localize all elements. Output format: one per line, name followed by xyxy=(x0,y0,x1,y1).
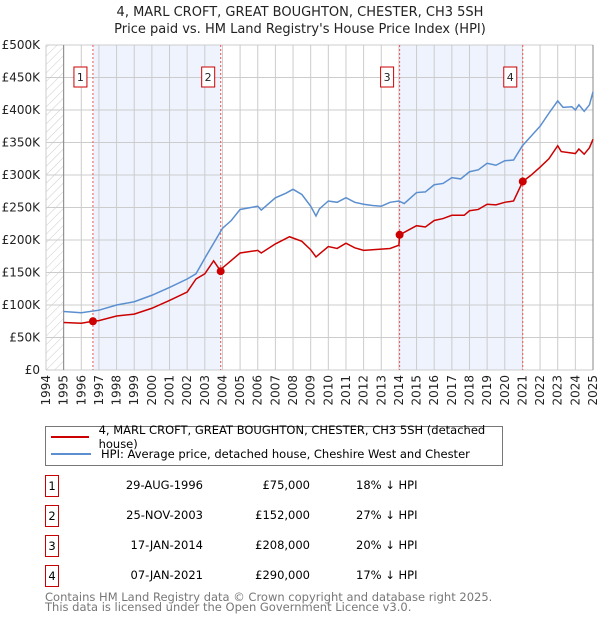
sale-price: £290,000 xyxy=(255,568,310,582)
y-tick-label: £500K xyxy=(2,38,42,52)
price-paid-line xyxy=(63,138,594,324)
x-tick-label: 2003 xyxy=(198,375,212,406)
x-tick-label: 2008 xyxy=(286,375,300,406)
y-tick-label: £200K xyxy=(2,233,42,247)
sale-label-box xyxy=(380,66,395,88)
footer-copyright: Contains HM Land Registry data © Crown c… xyxy=(45,590,493,604)
y-tick-label: £0 xyxy=(25,363,40,377)
chart-title: 4, MARL CROFT, GREAT BOUGHTON, CHESTER, … xyxy=(116,5,484,20)
sale-label: 3 xyxy=(384,71,391,84)
sale-hpi-diff: 17% ↓ HPI xyxy=(356,568,418,582)
x-tick-label: 2000 xyxy=(145,375,159,406)
x-tick-label: 2018 xyxy=(462,375,476,406)
x-tick-label: 1997 xyxy=(92,375,106,406)
x-tick-label: 2005 xyxy=(233,375,247,406)
x-tick-label: 2015 xyxy=(410,375,424,406)
sale-point xyxy=(518,177,527,186)
x-tick-label: 2004 xyxy=(215,375,229,406)
x-tick-label: 2011 xyxy=(339,375,353,406)
x-tick-label: 2021 xyxy=(515,375,529,406)
legend-label: 4, MARL CROFT, GREAT BOUGHTON, CHESTER, … xyxy=(98,423,486,451)
legend-label: HPI: Average price, detached house, Ches… xyxy=(101,447,470,461)
hpi-line xyxy=(63,91,594,314)
sale-hpi-diff: 18% ↓ HPI xyxy=(356,478,418,492)
sale-price: £75,000 xyxy=(262,478,310,492)
sale-hpi-diff: 20% ↓ HPI xyxy=(356,538,418,552)
sale-number: 3 xyxy=(45,535,59,557)
chart-subtitle: Price paid vs. HM Land Registry's House … xyxy=(114,22,486,37)
y-tick-label: £300K xyxy=(2,168,42,182)
sale-label-box xyxy=(503,66,518,88)
sale-price: £208,000 xyxy=(255,538,310,552)
chart: 1994 1995 1996 1997 1998 1999 2000 2001 2002 2003… xyxy=(2,38,600,406)
x-tick-label: 2014 xyxy=(392,375,406,406)
legend-swatch xyxy=(51,436,89,438)
x-tick-label: 1999 xyxy=(127,375,141,406)
sale-number: 4 xyxy=(45,565,59,587)
sale-point xyxy=(395,230,404,239)
y-tick-label: £350K xyxy=(2,136,42,150)
sale-point xyxy=(88,317,97,326)
x-tick-label: 2022 xyxy=(533,375,547,406)
x-tick-label: 2013 xyxy=(374,375,388,406)
sale-date: 25-NOV-2003 xyxy=(126,508,203,522)
x-tick-label: 1995 xyxy=(57,375,71,406)
x-tick-label: 1996 xyxy=(74,375,88,406)
x-tick-label: 2012 xyxy=(357,375,371,406)
sale-label-box xyxy=(201,66,216,88)
x-tick-label: 2010 xyxy=(321,375,335,406)
legend-item-property: 4, MARL CROFT, GREAT BOUGHTON, CHESTER, … xyxy=(51,423,502,451)
footer-licence: This data is licensed under the Open Gov… xyxy=(45,600,412,614)
sale-date: 29-AUG-1996 xyxy=(125,478,203,492)
x-tick-label: 2007 xyxy=(268,375,282,406)
x-tick-label: 1998 xyxy=(110,375,124,406)
x-tick-label: 2019 xyxy=(480,375,494,406)
y-tick-label: £250K xyxy=(2,201,42,215)
y-tick-label: £450K xyxy=(2,71,42,85)
sale-label: 4 xyxy=(507,71,514,84)
x-tick-label: 1994 xyxy=(39,375,53,406)
x-tick-label: 2020 xyxy=(498,375,512,406)
sale-label-box xyxy=(73,66,88,88)
x-tick-label: 2006 xyxy=(251,375,265,406)
x-tick-label: 2016 xyxy=(427,375,441,406)
x-tick-label: 2002 xyxy=(180,375,194,406)
sale-number: 2 xyxy=(45,505,59,527)
x-tick-label: 2025 xyxy=(586,375,600,406)
x-tick-label: 2001 xyxy=(163,375,177,406)
sale-point xyxy=(216,267,225,276)
y-tick-label: £50K xyxy=(9,331,41,345)
y-tick-label: £150K xyxy=(2,266,42,280)
legend-item-hpi: HPI: Average price, detached house, Ches… xyxy=(51,446,470,462)
y-tick-label: £100K xyxy=(2,298,42,312)
sale-number: 1 xyxy=(45,475,59,497)
x-tick-label: 2009 xyxy=(304,375,318,406)
legend: 4, MARL CROFT, GREAT BOUGHTON, CHESTER, … xyxy=(45,423,503,466)
x-tick-label: 2024 xyxy=(568,375,582,406)
sale-price: £152,000 xyxy=(255,508,310,522)
x-tick-label: 2023 xyxy=(551,375,565,406)
sale-hpi-diff: 27% ↓ HPI xyxy=(356,508,418,522)
legend-swatch xyxy=(51,453,91,455)
y-tick-label: £400K xyxy=(2,103,42,117)
sale-label: 2 xyxy=(205,71,212,84)
sale-date: 07-JAN-2021 xyxy=(130,568,204,582)
sale-label: 1 xyxy=(77,71,84,84)
sale-date: 17-JAN-2014 xyxy=(130,538,204,552)
x-tick-label: 2017 xyxy=(445,375,459,406)
